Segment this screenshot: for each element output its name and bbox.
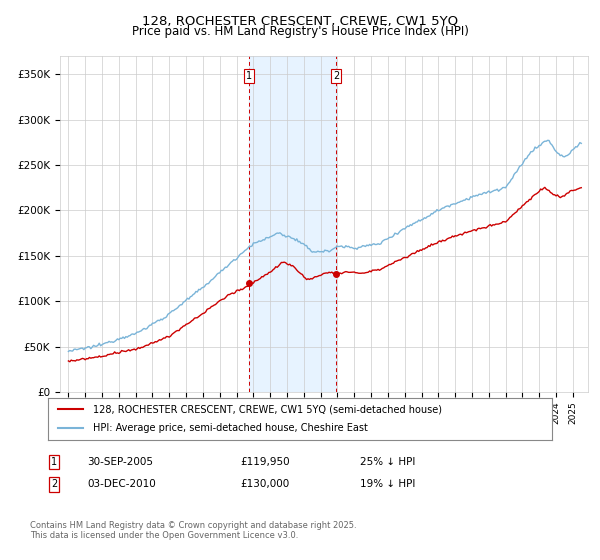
- Text: 2: 2: [333, 71, 339, 81]
- Bar: [249, 56, 336, 392]
- Text: 03-DEC-2010: 03-DEC-2010: [87, 479, 156, 489]
- Text: 128, ROCHESTER CRESCENT, CREWE, CW1 5YQ: 128, ROCHESTER CRESCENT, CREWE, CW1 5YQ: [142, 14, 458, 27]
- Text: 19% ↓ HPI: 19% ↓ HPI: [360, 479, 415, 489]
- Text: 1: 1: [51, 457, 57, 467]
- Text: Price paid vs. HM Land Registry's House Price Index (HPI): Price paid vs. HM Land Registry's House …: [131, 25, 469, 38]
- Text: 1: 1: [246, 71, 252, 81]
- Text: 128, ROCHESTER CRESCENT, CREWE, CW1 5YQ (semi-detached house): 128, ROCHESTER CRESCENT, CREWE, CW1 5YQ …: [94, 404, 442, 414]
- Text: £119,950: £119,950: [240, 457, 290, 467]
- Text: 30-SEP-2005: 30-SEP-2005: [87, 457, 153, 467]
- Text: HPI: Average price, semi-detached house, Cheshire East: HPI: Average price, semi-detached house,…: [94, 423, 368, 433]
- Text: 2: 2: [51, 479, 57, 489]
- Text: Contains HM Land Registry data © Crown copyright and database right 2025.
This d: Contains HM Land Registry data © Crown c…: [30, 521, 356, 540]
- Text: £130,000: £130,000: [240, 479, 289, 489]
- Text: 25% ↓ HPI: 25% ↓ HPI: [360, 457, 415, 467]
